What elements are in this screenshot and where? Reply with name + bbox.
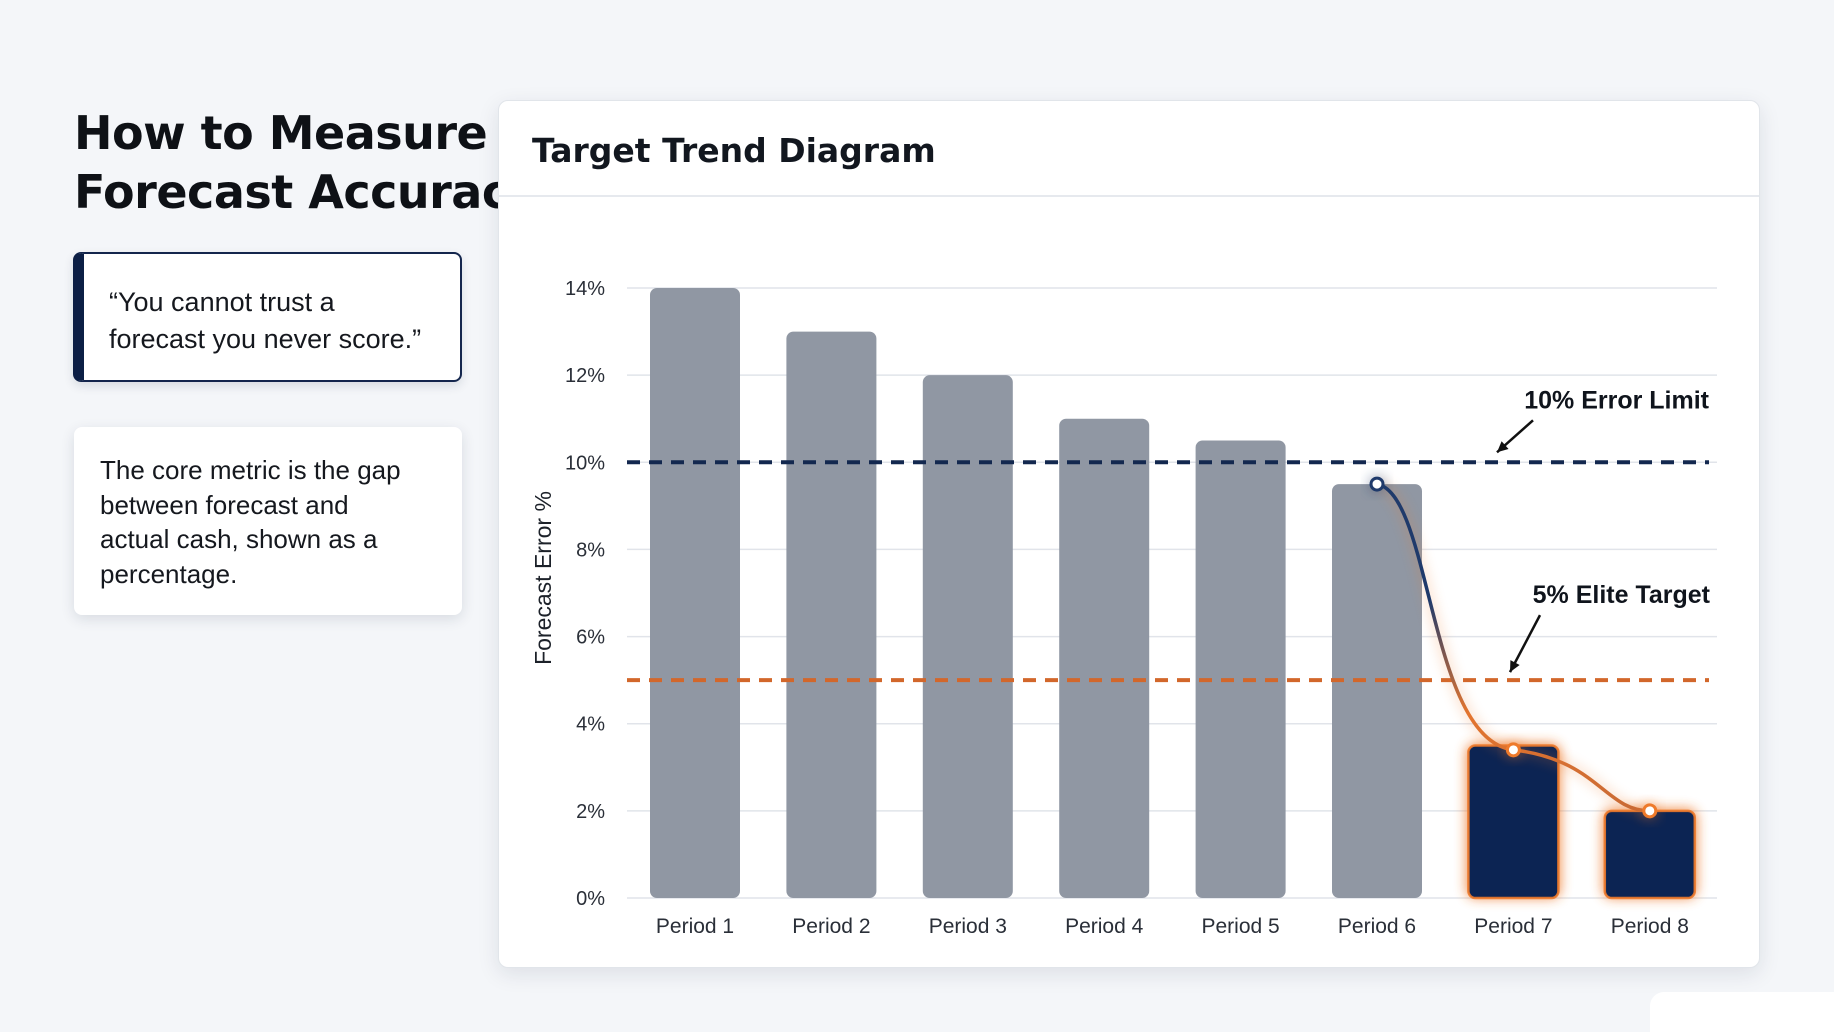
chart-card: Target Trend Diagram 0% 2% 4% 6% 8% 10% 12% 14%… [498, 100, 1760, 968]
y-tick-label: 6% [576, 627, 605, 649]
quote-card: “You cannot trust a forecast you never s… [73, 252, 462, 382]
bar [1059, 418, 1150, 898]
y-tick-label: 14% [565, 278, 605, 300]
bar [1604, 810, 1695, 898]
y-tick-label: 4% [576, 714, 605, 736]
quote-line-1: “You cannot trust a [109, 287, 335, 317]
info-line-4: percentage. [100, 558, 238, 589]
x-tick-label: Period 5 [1201, 915, 1279, 938]
annotation-arrowhead [1497, 441, 1509, 453]
y-tick-label: 8% [576, 539, 605, 561]
chart-header: Target Trend Diagram [499, 101, 1759, 197]
x-tick-label: Period 4 [1065, 915, 1144, 938]
y-tick-label: 0% [576, 888, 605, 910]
page-title-line-1: How to Measure [74, 106, 488, 160]
bar [786, 331, 877, 898]
bar [1332, 484, 1422, 898]
corner-tab [1650, 992, 1834, 1032]
y-tick-label: 10% [565, 452, 605, 474]
trend-layer [1368, 475, 1659, 820]
y-tick-label: 12% [565, 365, 605, 387]
bar [1195, 440, 1286, 898]
trend-point [1642, 803, 1658, 819]
info-card: The core metric is the gap between forec… [74, 427, 462, 615]
reference-lines-layer [627, 460, 1709, 683]
quote-line-2: forecast you never score.” [109, 324, 422, 354]
x-tick-label: Period 1 [656, 915, 734, 938]
info-line-1: The core metric is the gap [100, 455, 401, 485]
annotation-arrowhead [1510, 660, 1520, 673]
x-tick-label: Period 8 [1611, 915, 1689, 938]
target-trend-chart: 0% 2% 4% 6% 8% 10% 12% 14% Period 1 Period 2 Perio… [530, 278, 1717, 938]
bar [650, 288, 740, 898]
y-tick-label: 2% [576, 801, 605, 823]
trend-point [1369, 476, 1385, 492]
bar [1468, 745, 1559, 898]
chart-title: Target Trend Diagram [532, 131, 936, 170]
bar [922, 375, 1013, 899]
info-line-3: actual cash, shown as a [100, 524, 378, 554]
x-tick-label: Period 7 [1474, 915, 1552, 938]
reference-line-label: 10% Error Limit [1524, 386, 1709, 414]
page-title: How to Measure Forecast Accuracy [74, 104, 539, 222]
y-axis-label: Forecast Error % [530, 491, 556, 665]
reference-line-label: 5% Elite Target [1533, 581, 1711, 609]
info-line-2: between forecast and [100, 489, 349, 520]
bars-layer [650, 288, 1697, 900]
x-tick-label: Period 2 [792, 915, 870, 938]
page-title-line-2: Forecast Accuracy [74, 165, 539, 219]
labels-layer: 0% 2% 4% 6% 8% 10% 12% 14% Period 1 Period 2 Perio… [565, 278, 1711, 938]
x-tick-label: Period 3 [929, 915, 1007, 938]
x-tick-label: Period 6 [1338, 915, 1416, 938]
trend-line [1375, 482, 1652, 813]
trend-point [1505, 742, 1521, 758]
